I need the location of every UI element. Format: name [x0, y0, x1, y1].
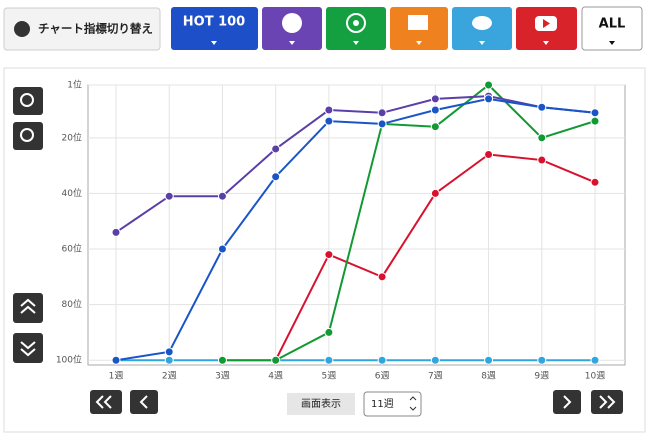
sales-icon	[282, 13, 302, 33]
data-point	[271, 355, 281, 365]
hot100-label: HOT 100	[183, 15, 245, 30]
x-tick-label: 7週	[428, 371, 443, 382]
plot: 1位 20位 40位 60位 80位 100位 1週 2週 3週 4週 5週 6週 7週 8週 9週 10週	[56, 79, 625, 382]
first-icon	[95, 395, 112, 409]
y-tick-label: 20位	[62, 131, 82, 143]
scroll-up-icon	[20, 298, 36, 314]
x-tick-label: 1週	[109, 371, 124, 382]
data-point	[590, 177, 600, 187]
data-point	[324, 116, 334, 126]
data-point	[590, 108, 600, 118]
y-tick-label: 100位	[56, 354, 82, 366]
hot100-button[interactable]	[171, 7, 258, 50]
zoom-out-icon	[20, 128, 34, 142]
data-point	[537, 155, 547, 165]
radio-icon	[346, 13, 366, 33]
prev-button[interactable]	[130, 390, 158, 414]
data-point	[164, 347, 174, 357]
display-label-box	[287, 393, 355, 415]
youtube-play	[543, 19, 550, 28]
lookup-icon	[408, 15, 428, 30]
data-point	[377, 355, 387, 365]
display-select[interactable]	[363, 391, 422, 417]
data-point	[111, 355, 121, 365]
x-tick-label: 6週	[375, 371, 390, 382]
all-label: ALL	[599, 17, 626, 32]
data-point	[537, 133, 547, 143]
display-value: 11週	[371, 398, 394, 410]
data-point	[430, 355, 440, 365]
data-point	[430, 122, 440, 132]
next-icon	[563, 395, 572, 409]
next-button[interactable]	[553, 390, 581, 414]
x-tick-label: 9週	[534, 371, 549, 382]
data-point	[217, 355, 227, 365]
y-tick-label: 1位	[67, 79, 82, 91]
data-point	[430, 105, 440, 115]
x-tick-label: 8週	[481, 371, 496, 382]
data-point	[271, 172, 281, 182]
data-point	[484, 94, 494, 104]
switch-icon	[14, 21, 30, 37]
x-tick-label: 10週	[585, 371, 605, 382]
radio-button[interactable]	[326, 7, 386, 50]
data-point	[590, 355, 600, 365]
x-tick-label: 3週	[215, 371, 230, 382]
data-point	[537, 102, 547, 112]
data-point	[377, 272, 387, 282]
data-point	[484, 150, 494, 159]
data-point	[217, 191, 227, 201]
toolbar-label-box	[3, 7, 161, 51]
toolbar-label: チャート指標切り替え	[38, 22, 153, 36]
data-point	[590, 116, 600, 126]
radio-icon-dot	[353, 20, 359, 26]
scroll-down-icon	[20, 341, 36, 357]
twitter-icon	[472, 16, 492, 30]
data-point	[217, 244, 227, 254]
zoom-in-button[interactable]	[13, 87, 43, 115]
data-point	[164, 355, 174, 365]
data-point	[484, 80, 494, 90]
data-point	[111, 227, 121, 237]
data-point	[271, 144, 281, 154]
y-tick-label: 60位	[62, 243, 82, 255]
prev-icon	[139, 395, 148, 409]
data-point	[324, 327, 334, 337]
data-point	[430, 94, 440, 104]
x-tick-label: 5週	[322, 371, 337, 382]
data-point	[377, 119, 387, 129]
all-button[interactable]	[581, 6, 643, 51]
y-tick-label: 40位	[62, 187, 82, 199]
data-point	[164, 191, 174, 201]
button-arrows	[211, 41, 615, 45]
series-line	[115, 97, 596, 362]
select-arrows	[409, 396, 417, 411]
display-label: 画面表示	[301, 397, 341, 410]
y-tick-label: 80位	[62, 298, 82, 310]
last-icon	[599, 395, 616, 409]
zoom-out-button[interactable]	[13, 122, 43, 150]
data-point	[324, 355, 334, 365]
series-line	[115, 95, 596, 234]
x-tick-label: 4週	[268, 371, 283, 382]
data-point	[324, 105, 334, 115]
data-point	[484, 355, 494, 365]
data-point	[537, 355, 547, 365]
zoom-in-icon	[20, 93, 34, 107]
series-line	[222, 83, 596, 362]
data-point	[324, 250, 334, 260]
x-tick-label: 2週	[162, 371, 177, 382]
data-point	[430, 188, 440, 198]
data-point	[377, 108, 387, 118]
